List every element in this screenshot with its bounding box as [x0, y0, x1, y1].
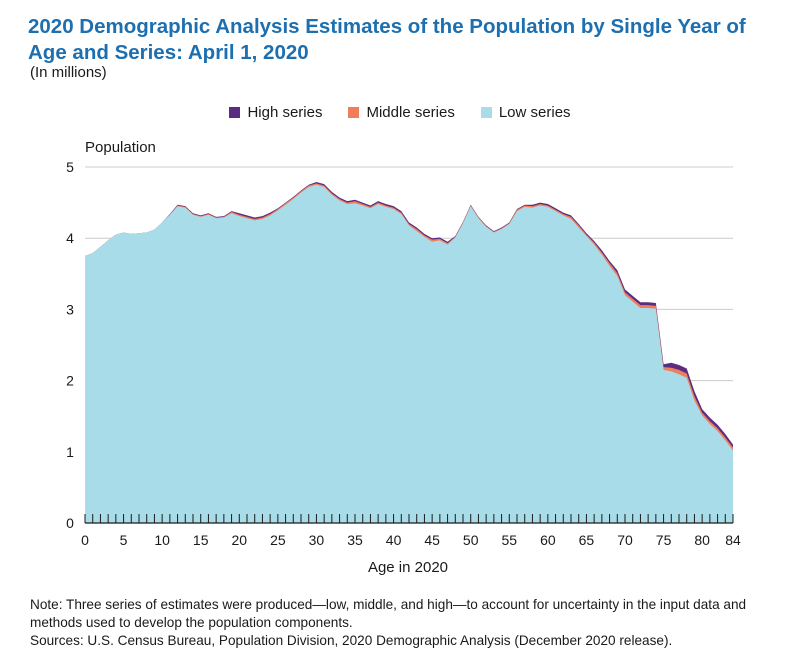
legend-label-middle: Middle series	[366, 104, 455, 121]
y-tick-label: 3	[66, 301, 74, 317]
x-axis-label: Age in 2020	[368, 559, 448, 576]
x-tick-label: 55	[501, 532, 517, 548]
x-tick-label: 70	[617, 532, 633, 548]
x-tick-label: 84	[725, 532, 741, 548]
source-text: Sources: U.S. Census Bureau, Population …	[30, 633, 673, 648]
area-low-series	[85, 184, 733, 524]
legend-swatch-low	[480, 107, 492, 118]
x-tick-label: 40	[386, 532, 402, 548]
legend-item-middle: Middle series	[348, 104, 455, 121]
chart-notes: Note: Three series of estimates were pro…	[30, 596, 780, 650]
x-tick-label: 10	[154, 532, 170, 548]
x-tick-label: 80	[694, 532, 710, 548]
legend-item-high: High series	[229, 104, 322, 121]
x-tick-label: 0	[81, 532, 89, 548]
note-text: Note: Three series of estimates were pro…	[30, 597, 747, 630]
x-tick-label: 60	[540, 532, 556, 548]
legend-label-low: Low series	[498, 104, 571, 121]
x-tick-label: 65	[579, 532, 595, 548]
chart-subtitle: (In millions)	[30, 64, 107, 81]
legend-swatch-high	[229, 107, 241, 118]
y-tick-label: 1	[66, 444, 74, 460]
y-tick-label: 5	[66, 159, 74, 175]
chart-title: 2020 Demographic Analysis Estimates of t…	[28, 15, 746, 64]
x-tick-label: 50	[463, 532, 479, 548]
y-tick-label: 0	[66, 515, 74, 531]
area-series	[85, 181, 733, 524]
x-tick-label: 25	[270, 532, 286, 548]
legend-item-low: Low series	[480, 104, 571, 121]
chart-legend: High series Middle series Low series	[0, 104, 800, 121]
x-tick-label: 5	[120, 532, 128, 548]
x-tick-label: 20	[231, 532, 247, 548]
x-tick-label: 15	[193, 532, 209, 548]
y-axis-label: Population	[85, 139, 156, 156]
x-tick-label: 30	[309, 532, 325, 548]
x-tick-label: 75	[656, 532, 672, 548]
x-tick-label: 35	[347, 532, 363, 548]
x-tick-label: 45	[424, 532, 440, 548]
legend-label-high: High series	[247, 104, 323, 121]
legend-swatch-middle	[348, 107, 360, 118]
y-tick-label: 4	[66, 230, 74, 246]
y-tick-label: 2	[66, 373, 74, 389]
